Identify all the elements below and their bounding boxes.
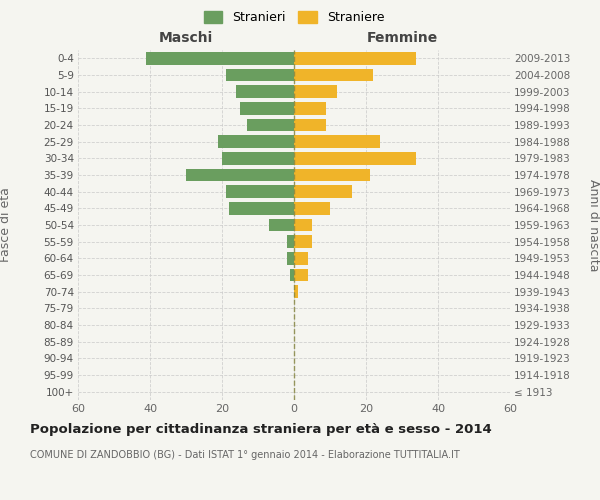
Bar — [287, 252, 294, 264]
Text: Fasce di età: Fasce di età — [0, 188, 13, 262]
Bar — [294, 186, 352, 198]
Bar — [218, 136, 294, 148]
Bar — [294, 169, 370, 181]
Bar — [269, 219, 294, 231]
Bar — [294, 119, 326, 132]
Bar — [294, 252, 308, 264]
Bar — [186, 169, 294, 181]
Bar — [294, 52, 416, 64]
Bar — [294, 286, 298, 298]
Bar — [294, 86, 337, 98]
Bar — [287, 236, 294, 248]
Bar — [294, 219, 312, 231]
Bar — [226, 69, 294, 82]
Bar — [294, 102, 326, 115]
Bar — [222, 152, 294, 164]
Bar — [229, 202, 294, 214]
Bar — [226, 186, 294, 198]
Bar — [294, 269, 308, 281]
Legend: Stranieri, Straniere: Stranieri, Straniere — [199, 6, 389, 29]
Text: Maschi: Maschi — [159, 31, 213, 45]
Bar — [294, 202, 330, 214]
Bar — [240, 102, 294, 115]
Bar — [294, 69, 373, 82]
Bar — [290, 269, 294, 281]
Bar — [146, 52, 294, 64]
Bar — [294, 136, 380, 148]
Text: Anni di nascita: Anni di nascita — [587, 179, 600, 271]
Text: Popolazione per cittadinanza straniera per età e sesso - 2014: Popolazione per cittadinanza straniera p… — [30, 422, 492, 436]
Bar — [247, 119, 294, 132]
Bar — [236, 86, 294, 98]
Bar — [294, 236, 312, 248]
Text: COMUNE DI ZANDOBBIO (BG) - Dati ISTAT 1° gennaio 2014 - Elaborazione TUTTITALIA.: COMUNE DI ZANDOBBIO (BG) - Dati ISTAT 1°… — [30, 450, 460, 460]
Bar — [294, 152, 416, 164]
Text: Femmine: Femmine — [367, 31, 437, 45]
